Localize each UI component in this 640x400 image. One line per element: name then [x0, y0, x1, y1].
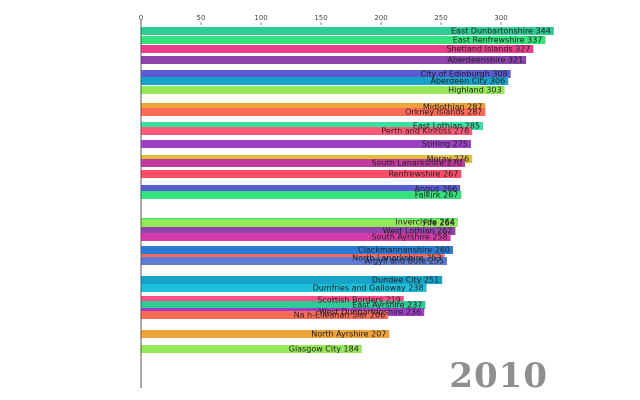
bar-label: East Lothian 285 — [413, 122, 480, 131]
bar — [141, 70, 511, 78]
bar-label: Renfrewshire 267 — [388, 170, 458, 179]
bar — [141, 127, 473, 135]
bars — [141, 27, 554, 353]
bar — [141, 170, 462, 178]
bar — [141, 227, 456, 235]
bar — [141, 345, 362, 353]
bar — [141, 122, 483, 130]
bar-label: North Ayrshire 207 — [311, 330, 386, 339]
bar-label: Aberdeen City 306 — [431, 77, 506, 86]
bar-label: Aberdeenshire 321 — [447, 56, 523, 65]
bar — [141, 257, 447, 265]
bar-label: Clackmannanshire 260 — [358, 246, 450, 255]
bar — [141, 45, 534, 53]
bar-label: Scottish Borders 219 — [317, 296, 400, 305]
bar — [141, 56, 527, 64]
x-tick-label: 300 — [494, 14, 507, 22]
bar — [141, 246, 453, 254]
bar-label: East Dunbartonshire 344 — [451, 27, 551, 36]
bar-label: Inverclyde 264 — [395, 218, 454, 227]
bar — [141, 77, 509, 85]
bar — [141, 311, 389, 319]
bar-label: Glasgow City 184 — [289, 345, 359, 354]
bar-label: Falkirk 267 — [415, 191, 459, 200]
bar — [141, 27, 554, 35]
x-tick-label: 250 — [434, 14, 447, 22]
bar — [141, 36, 546, 44]
x-tick-label: 150 — [314, 14, 327, 22]
bar — [141, 296, 404, 304]
bar — [141, 219, 458, 227]
bar-label: Moray 276 — [427, 155, 470, 164]
bar-label: South Ayrshire 258 — [372, 233, 448, 242]
x-axis-ticks: 0 50 100 150 200 250 300 — [139, 14, 508, 25]
bar-label: Orkney Islands 287 — [405, 108, 482, 117]
bar — [141, 276, 443, 284]
x-tick-label: 100 — [254, 14, 267, 22]
bar — [141, 86, 505, 94]
bar-label: Dundee City 251 — [372, 276, 439, 285]
bar — [141, 233, 451, 241]
bar-label: Argyll and Bute 255 — [365, 257, 444, 266]
bar — [141, 108, 486, 116]
bar-label: Highland 303 — [448, 86, 501, 95]
x-tick-label: 50 — [197, 14, 206, 22]
bar-label: Perth and Kinross 276 — [381, 127, 469, 136]
bar-label: Na h-Eileanan Siar 206 — [294, 311, 386, 320]
bar — [141, 159, 465, 167]
bar-label: Midlothian 287 — [423, 103, 483, 112]
bar-label: Dumfries and Galloway 238 — [313, 284, 424, 293]
bar — [141, 185, 461, 193]
bar-label: Shetland Islands 327 — [447, 45, 531, 54]
bar-label: South Lanarkshire 270 — [372, 159, 462, 168]
bar-label: North Lanarkshire 253 — [352, 254, 441, 263]
bar-label: West Lothian 262 — [383, 227, 453, 236]
bar — [141, 191, 462, 199]
bar-label: East Ayrshire 237 — [352, 301, 422, 310]
bar — [141, 330, 390, 338]
bar-label: Stirling 275 — [422, 140, 468, 149]
year-label: 2010 — [449, 356, 548, 396]
bar — [141, 301, 426, 309]
bar-label: East Renfrewshire 337 — [453, 36, 543, 45]
bar-label: City of Edinburgh 308 — [420, 70, 507, 79]
bar — [141, 284, 427, 292]
bar-label: West Dunbartonshire 236 — [319, 308, 421, 317]
bar — [141, 103, 486, 111]
bar-label: Fife 264 — [423, 219, 455, 228]
x-tick-label: 0 — [139, 14, 143, 22]
x-tick-label: 200 — [374, 14, 387, 22]
bar — [141, 140, 471, 148]
bar-label: Angus 266 — [415, 185, 458, 194]
